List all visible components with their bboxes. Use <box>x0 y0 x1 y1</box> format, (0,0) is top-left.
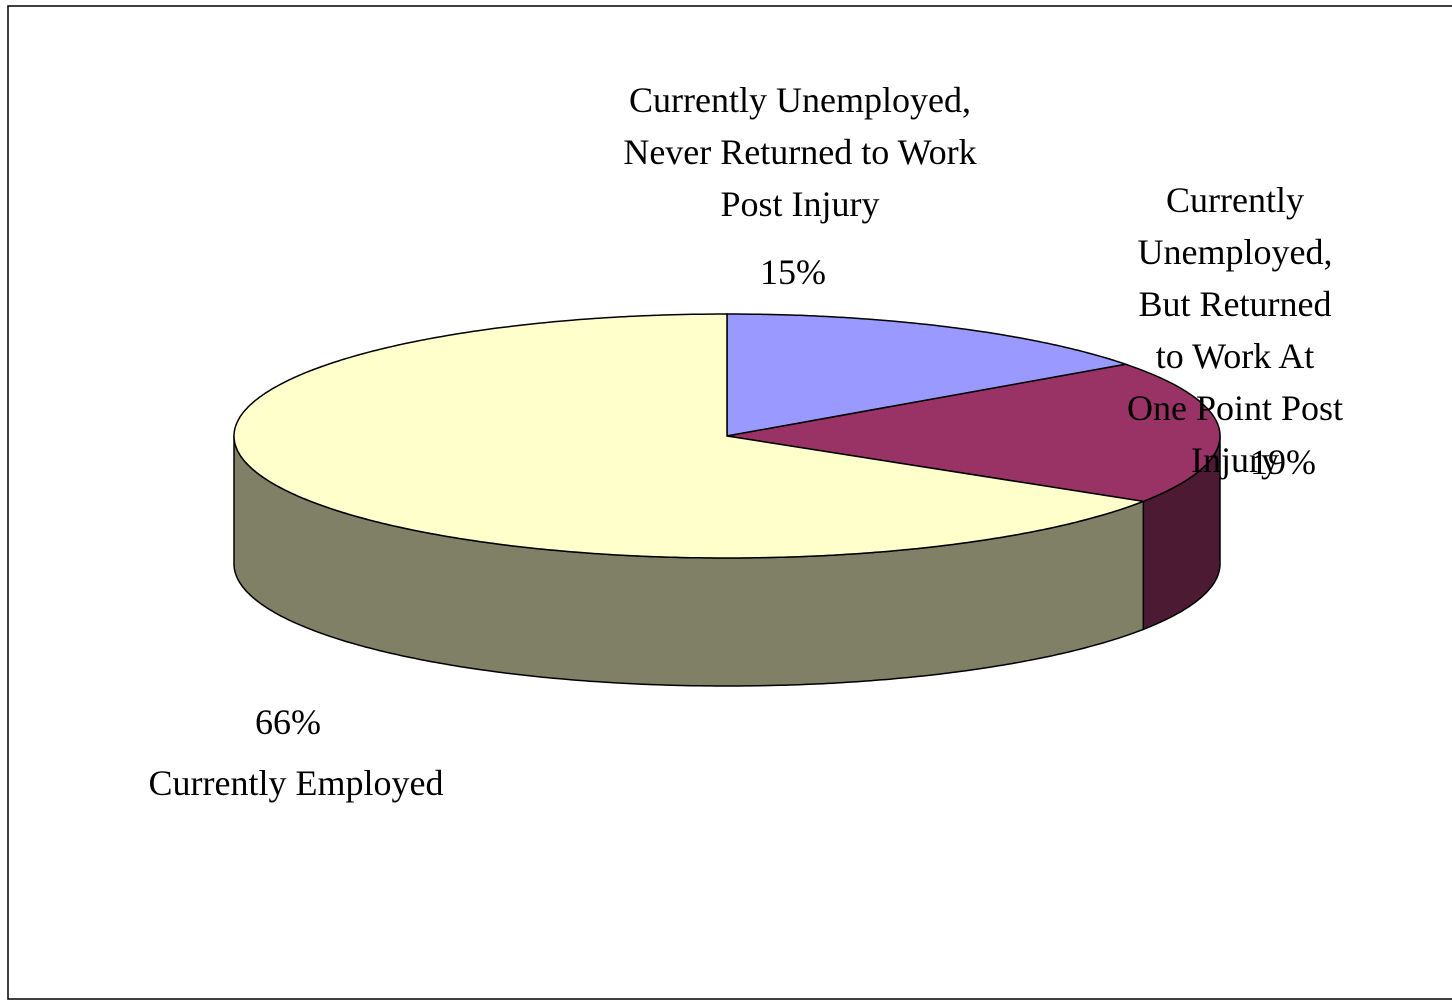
value-label: 15% <box>760 252 826 292</box>
category-label: Currently Unemployed, Never Returned to … <box>623 80 977 224</box>
category-label: Currently Unemployed, But Returned to Wo… <box>1126 180 1344 480</box>
pie-slice <box>233 313 1147 559</box>
pie-slice <box>726 363 1221 503</box>
value-label: 19% <box>1250 442 1316 482</box>
category-label: Currently Employed <box>148 763 444 803</box>
pie-slice <box>726 313 1129 437</box>
value-label: 66% <box>255 702 321 742</box>
